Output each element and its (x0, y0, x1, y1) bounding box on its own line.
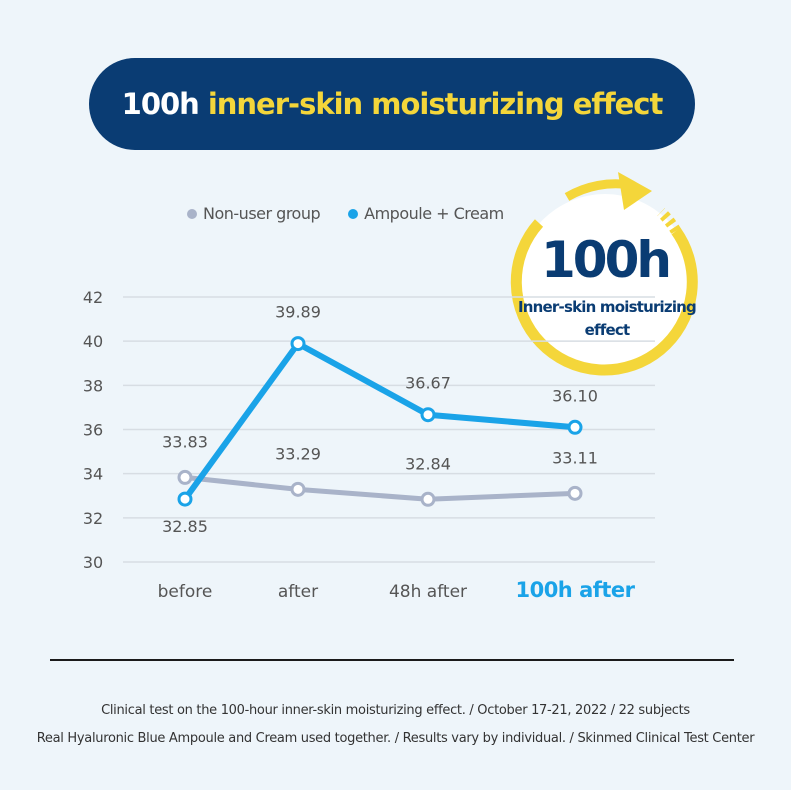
line-chart: 30 32 34 36 38 40 42 before after 48h after 100h … (83, 172, 698, 602)
data-label: 32.85 (162, 517, 208, 536)
y-tick-label: 32 (83, 509, 103, 528)
legend-dot-non-user (187, 208, 197, 219)
data-label: 33.11 (552, 448, 598, 467)
badge-circle (517, 194, 693, 370)
badge-arrow-head (618, 172, 652, 210)
data-point (567, 485, 583, 501)
badge-title: 100h (541, 231, 672, 289)
data-point (177, 491, 193, 507)
data-label: 36.10 (552, 386, 598, 405)
data-label: 32.84 (405, 454, 451, 473)
series-line-0 (184, 474, 576, 502)
badge-subtitle: Inner-skin moisturizing effect (518, 298, 697, 339)
y-tick-label: 34 (83, 465, 103, 484)
data-point (567, 419, 583, 435)
legend-label-ampoule-cream: Ampoule + Cream (364, 204, 504, 223)
x-tick-label: 48h after (389, 582, 467, 602)
badge-arc (510, 219, 698, 376)
series-line-1 (182, 340, 576, 501)
footer-divider (50, 659, 734, 661)
badge-arc-dashed (657, 208, 681, 234)
title-prefix: 100h (121, 87, 200, 121)
x-tick-label: 100h after (515, 578, 635, 602)
data-point (177, 469, 193, 485)
y-tick-label: 38 (83, 376, 103, 395)
footnote-line-2: Real Hyaluronic Blue Ampoule and Cream u… (36, 731, 755, 746)
badge-ring-icon (510, 172, 698, 376)
data-point (420, 407, 436, 423)
data-label: 39.89 (275, 303, 321, 322)
legend-label-non-user: Non-user group (203, 204, 321, 223)
x-tick-label: after (278, 582, 318, 602)
data-label: 33.29 (275, 444, 321, 463)
footnote-line-1: Clinical test on the 100-hour inner-skin… (101, 703, 690, 718)
y-tick-label: 36 (83, 421, 103, 440)
legend-item-ampoule-cream: Ampoule + Cream (348, 204, 504, 223)
y-tick-label: 42 (83, 288, 103, 307)
title-highlight: inner-skin moisturizing effect (207, 87, 664, 121)
legend-item-non-user: Non-user group (187, 204, 321, 223)
chart-legend: Non-user group Ampoule + Cream (187, 204, 532, 223)
data-point (290, 481, 306, 497)
y-tick-label: 30 (83, 553, 103, 572)
x-tick-label: before (158, 582, 213, 602)
legend-dot-ampoule-cream (348, 208, 359, 219)
data-label: 33.83 (162, 432, 208, 451)
data-label: 36.67 (405, 374, 451, 393)
data-point (290, 336, 306, 352)
data-point (420, 491, 436, 507)
y-tick-label: 40 (83, 332, 103, 351)
title-banner: 100h inner-skin moisturizing effect (89, 58, 695, 150)
